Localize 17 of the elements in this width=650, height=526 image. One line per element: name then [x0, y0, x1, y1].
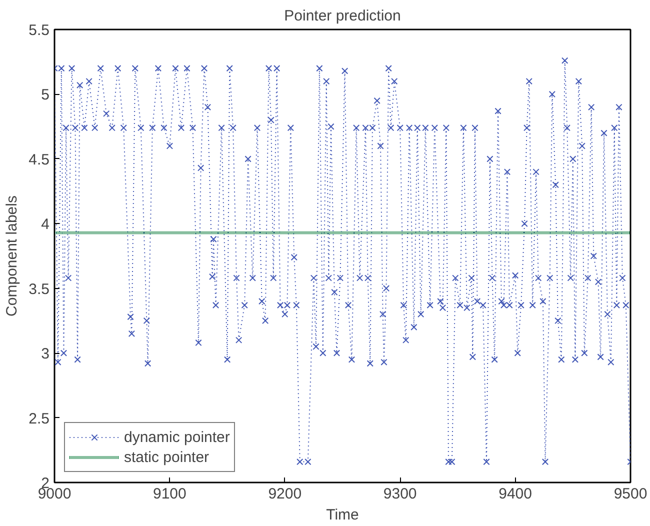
- x-tick-label: 9200: [268, 486, 302, 502]
- y-tick-label: 4: [41, 216, 50, 234]
- y-tick-label: 5.5: [28, 22, 50, 39]
- x-tick-label: 9300: [383, 486, 417, 502]
- y-tick-label: 2.5: [28, 410, 50, 428]
- chart-title: Pointer prediction: [284, 8, 401, 24]
- y-tick-label: 3.5: [28, 280, 50, 298]
- y-tick-label: 5: [41, 86, 50, 104]
- y-tick-label: 3: [41, 346, 50, 363]
- x-tick-label: 9100: [153, 486, 186, 502]
- legend-label: static pointer: [124, 448, 210, 466]
- y-tick-label: 4.5: [28, 151, 50, 168]
- x-tick-label: 9400: [498, 486, 532, 502]
- x-axis-title: Time: [326, 506, 359, 524]
- y-axis-title: Component labels: [4, 196, 21, 316]
- x-tick-label: 9500: [614, 486, 648, 502]
- legend-label: dynamic pointer: [124, 428, 230, 446]
